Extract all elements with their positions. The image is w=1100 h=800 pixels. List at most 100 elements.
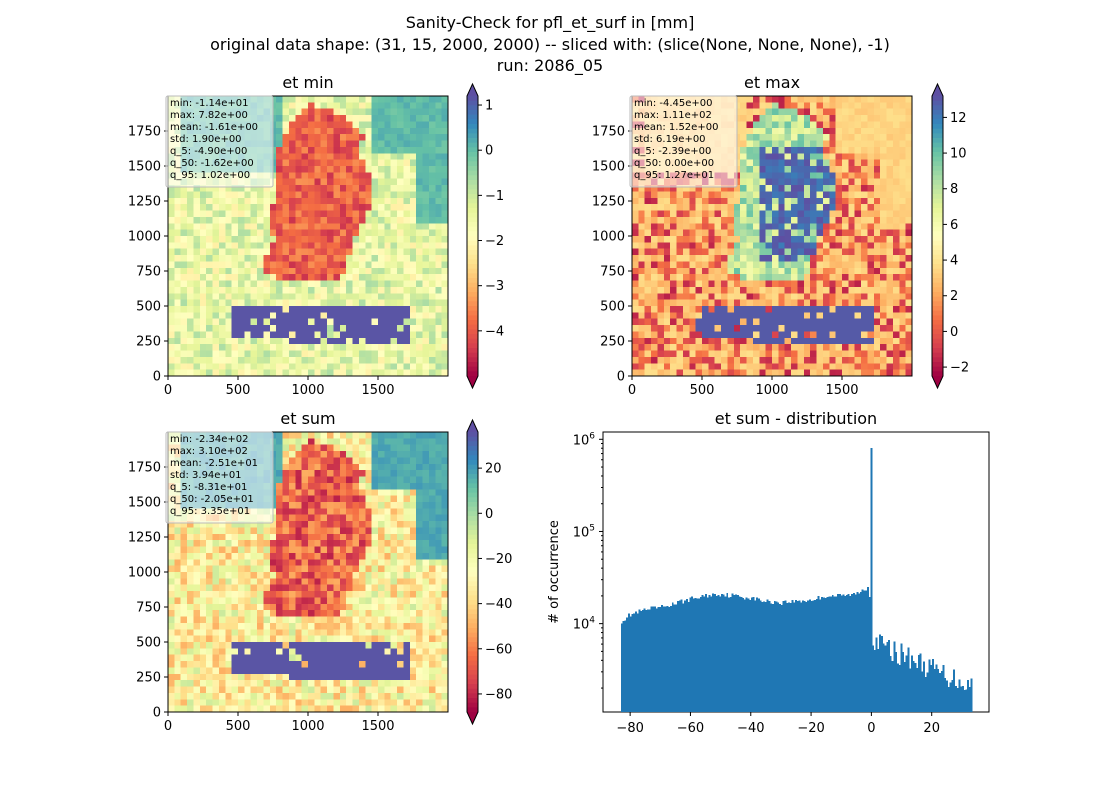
- histogram-bar: [791, 599, 794, 712]
- suptitle-line-1: Sanity-Check for pfl_et_surf in [mm]: [405, 13, 695, 32]
- histogram-bar: [858, 593, 861, 712]
- histogram-bar: [728, 597, 730, 712]
- stats-line: mean: 1.52e+00: [634, 122, 718, 133]
- y-tick-label: 1000: [592, 230, 625, 245]
- histogram-bar: [947, 686, 950, 712]
- histogram-bar: [650, 606, 653, 712]
- histogram-bar: [680, 599, 683, 712]
- histogram-bar: [675, 604, 678, 712]
- suptitle-line-3: run: 2086_05: [496, 56, 604, 75]
- histogram-bar: [784, 600, 787, 712]
- histogram-bar: [951, 680, 954, 712]
- histogram-bar: [877, 648, 880, 712]
- histogram-bar: [880, 636, 883, 712]
- stats-line: q_5: -8.31e+01: [170, 482, 247, 493]
- y-tick-label: 1250: [128, 195, 161, 210]
- histogram-bar: [879, 634, 882, 712]
- histogram-bar: [801, 600, 804, 712]
- histogram-bar: [698, 598, 701, 712]
- histogram-bar: [893, 641, 896, 712]
- histogram-bar: [678, 600, 681, 712]
- histogram-bar: [701, 595, 704, 712]
- y-tick-label: 750: [136, 265, 161, 280]
- histogram-bar: [749, 600, 752, 712]
- histogram-bar: [865, 590, 868, 712]
- histogram-bar: [713, 594, 716, 712]
- y-tick-label: 106: [573, 431, 596, 448]
- histogram-bar: [917, 654, 920, 712]
- colorbar-outline: [466, 418, 479, 726]
- stats-line: min: -1.14e+01: [170, 98, 249, 109]
- histogram-bar: [661, 604, 664, 712]
- y-tick-label: 0: [617, 370, 625, 385]
- histogram-bar: [731, 593, 734, 712]
- histogram-bar: [733, 595, 736, 712]
- histogram-bar: [738, 596, 741, 712]
- colorbar-tick-label: 12: [950, 111, 967, 126]
- histogram-bar: [916, 667, 919, 712]
- x-tick-label: 1500: [361, 719, 394, 734]
- histogram-bar: [789, 603, 792, 712]
- histogram-bar: [808, 599, 811, 712]
- histogram-bar: [654, 606, 657, 712]
- histogram-bar: [735, 594, 738, 712]
- stats-line: q_50: -1.62e+00: [170, 158, 254, 169]
- histogram-bar: [631, 613, 634, 712]
- x-tick-label: 500: [226, 719, 251, 734]
- y-tick-label: 750: [136, 601, 161, 616]
- histogram-bar: [935, 664, 938, 712]
- stats-box-background: [165, 431, 274, 524]
- histogram-bar: [953, 669, 956, 712]
- histogram-bar: [963, 689, 966, 712]
- colorbar-tick-label: 0: [950, 325, 958, 340]
- histogram-bar: [815, 598, 818, 712]
- histogram-bar: [773, 601, 776, 712]
- histogram-bar: [682, 603, 685, 712]
- histogram-bar: [694, 597, 697, 712]
- y-tick-label: 500: [136, 300, 161, 315]
- histogram-bar: [691, 596, 694, 712]
- y-tick-label: 1000: [128, 566, 161, 581]
- histogram-bar: [786, 602, 789, 712]
- histogram-bar: [689, 597, 692, 712]
- histogram-bar: [664, 606, 667, 712]
- histogram-bar: [824, 597, 827, 712]
- histogram-bar: [835, 596, 838, 712]
- histogram-bar: [647, 609, 650, 712]
- histogram-bar: [710, 596, 713, 712]
- histogram-bar: [967, 680, 970, 712]
- histogram-bar: [872, 645, 875, 712]
- colorbar-tick-label: 0: [485, 507, 493, 522]
- histogram-bar: [659, 606, 662, 712]
- histogram-bar: [833, 596, 836, 712]
- colorbar-extend-bottom: [467, 712, 478, 724]
- histogram-bar: [863, 590, 866, 712]
- histogram-bar: [655, 608, 658, 712]
- histogram-bar: [638, 609, 641, 712]
- colorbar-tick-label: 10: [950, 147, 967, 162]
- x-tick-label: −60: [677, 721, 704, 736]
- histogram-bar: [670, 606, 672, 712]
- colorbar-tick-label: 8: [950, 182, 958, 197]
- histogram-bar: [830, 596, 832, 712]
- histogram-ylabel: # of occurrence: [547, 520, 562, 624]
- histogram-bar: [803, 600, 806, 712]
- y-tick-label: 1250: [592, 195, 625, 210]
- histogram-bar: [724, 596, 727, 712]
- x-tick-label: 1000: [291, 719, 324, 734]
- histogram-title: et sum - distribution: [715, 409, 877, 428]
- histogram-bar: [940, 671, 943, 712]
- colorbar-extend-top: [467, 420, 478, 432]
- colorbar-1: 1 0 −1 −2 −3 −4: [466, 82, 504, 390]
- histogram-bar: [805, 602, 808, 712]
- histogram-panel: et sum - distribution −80 −60 −40 −20 0 20 104 1…: [547, 409, 990, 736]
- histogram-bar: [624, 620, 627, 712]
- x-tick-label: 500: [690, 383, 715, 398]
- histogram-bar: [819, 599, 822, 712]
- histogram-bar: [859, 592, 862, 712]
- histogram-bar: [627, 613, 630, 712]
- colorbar-extend-bottom: [932, 376, 943, 388]
- histogram-bar: [912, 661, 915, 712]
- colorbar-tick-label: −80: [485, 687, 512, 702]
- stats-line: q_95: 1.27e+01: [634, 170, 714, 181]
